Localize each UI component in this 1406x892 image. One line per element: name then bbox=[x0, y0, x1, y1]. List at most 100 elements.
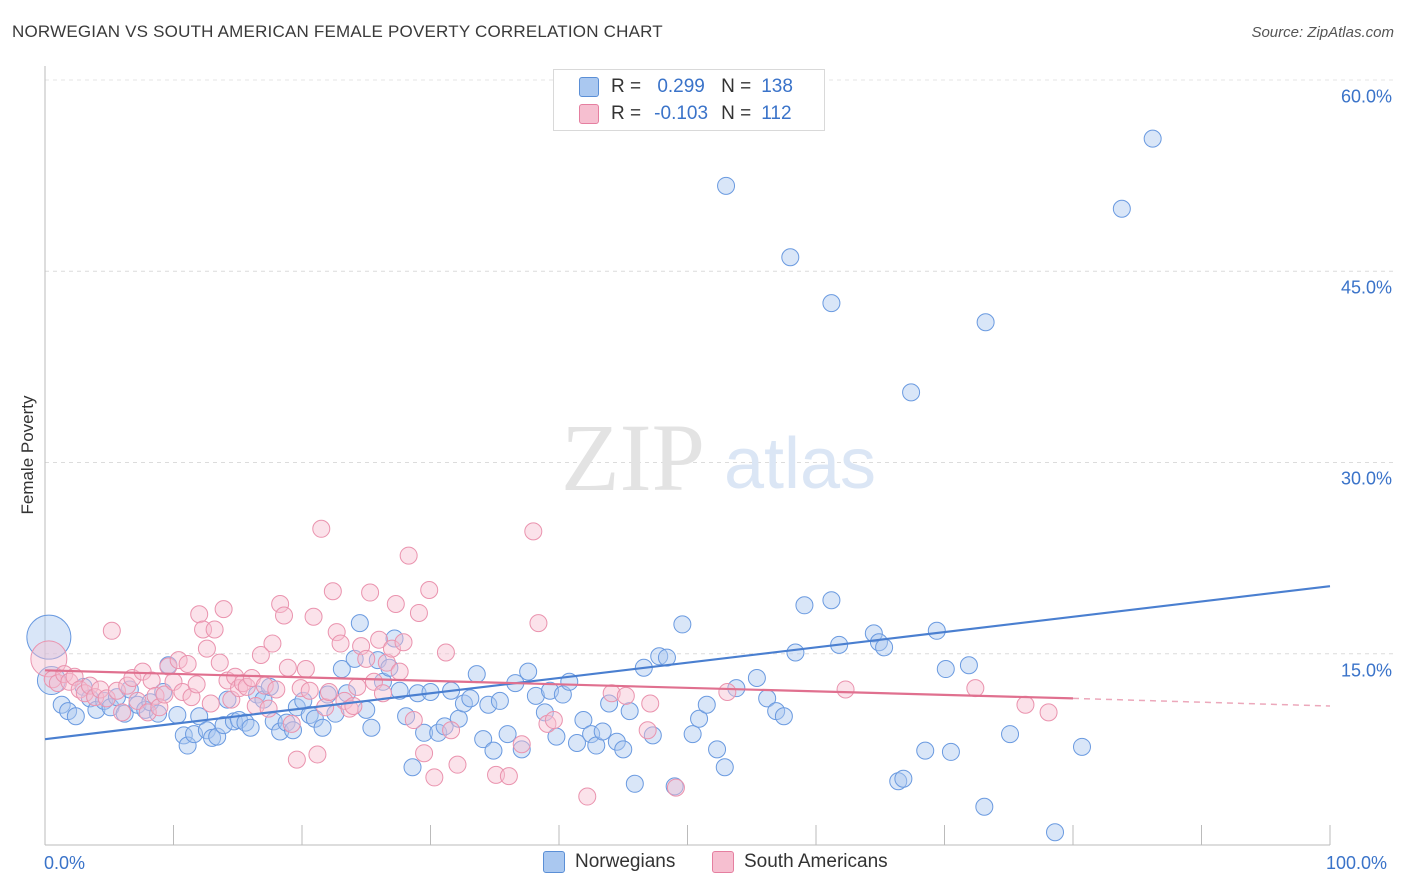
point-south-americans bbox=[331, 634, 350, 653]
point-norwegians bbox=[519, 662, 538, 681]
point-norwegians bbox=[498, 725, 517, 744]
point-norwegians bbox=[403, 758, 422, 777]
legend-r-label: R = bbox=[611, 103, 642, 124]
point-norwegians bbox=[593, 722, 612, 741]
point-south-americans bbox=[399, 546, 418, 565]
point-south-americans bbox=[544, 711, 563, 730]
point-south-americans bbox=[296, 660, 315, 679]
point-south-americans bbox=[616, 686, 635, 705]
point-south-americans bbox=[425, 768, 444, 787]
y-tick-label-15: 15.0% bbox=[1340, 660, 1392, 681]
point-norwegians bbox=[1143, 129, 1162, 148]
point-norwegians bbox=[864, 624, 883, 643]
series-swatch-norwegians bbox=[543, 851, 565, 873]
point-norwegians bbox=[889, 772, 908, 791]
legend-r-value: -0.103 bbox=[654, 103, 709, 124]
point-norwegians bbox=[781, 248, 800, 267]
point-south-americans bbox=[442, 721, 461, 740]
point-norwegians bbox=[1001, 725, 1020, 744]
point-south-americans bbox=[205, 620, 224, 639]
point-south-americans bbox=[409, 603, 428, 622]
point-south-americans bbox=[1016, 695, 1035, 714]
point-south-americans bbox=[578, 787, 597, 806]
point-south-americans bbox=[638, 721, 657, 740]
point-south-americans bbox=[394, 633, 413, 652]
point-south-americans bbox=[327, 623, 346, 642]
x-tick-label-max: 100.0% bbox=[1326, 853, 1388, 873]
point-south-americans bbox=[404, 711, 423, 730]
watermark-zip: ZIP bbox=[561, 404, 705, 511]
point-south-americans bbox=[278, 658, 297, 677]
point-south-americans bbox=[641, 694, 660, 713]
point-norwegians bbox=[614, 740, 633, 759]
point-norwegians bbox=[385, 629, 404, 648]
correlation-legend: R = 0.299 N = 138 R = -0.103 N = 112 bbox=[553, 69, 825, 131]
point-norwegians bbox=[959, 656, 978, 675]
point-south-americans bbox=[718, 683, 737, 701]
point-norwegians bbox=[178, 736, 197, 755]
series-legend-norwegians[interactable]: Norwegians bbox=[543, 851, 675, 873]
point-south-americans bbox=[836, 680, 855, 699]
point-norwegians bbox=[673, 615, 692, 634]
point-norwegians bbox=[168, 705, 187, 724]
point-norwegians bbox=[795, 596, 814, 615]
point-south-americans bbox=[107, 681, 126, 700]
point-norwegians bbox=[362, 718, 381, 737]
point-norwegians bbox=[869, 633, 888, 652]
watermark-atlas: atlas bbox=[724, 424, 876, 504]
point-norwegians bbox=[717, 176, 736, 195]
y-tick-label-60: 60.0% bbox=[1340, 86, 1392, 107]
point-norwegians bbox=[875, 638, 894, 657]
point-norwegians bbox=[976, 313, 995, 332]
point-south-americans bbox=[357, 649, 376, 668]
source-credit: Source: ZipAtlas.com bbox=[1251, 24, 1394, 41]
point-norwegians bbox=[1112, 199, 1131, 218]
point-norwegians bbox=[574, 711, 593, 730]
point-south-americans bbox=[487, 765, 506, 784]
point-south-americans bbox=[300, 681, 319, 700]
point-south-americans bbox=[319, 683, 338, 701]
point-south-americans bbox=[323, 582, 342, 601]
point-south-americans bbox=[512, 735, 531, 754]
point-south-americans bbox=[344, 697, 363, 716]
series-legend: Norwegians South Americans bbox=[0, 851, 1406, 877]
legend-n-label: N = bbox=[721, 76, 752, 97]
point-south-americans bbox=[155, 685, 174, 704]
point-norwegians bbox=[313, 718, 332, 737]
point-south-americans bbox=[173, 683, 192, 701]
point-norwegians bbox=[625, 774, 644, 793]
point-norwegians bbox=[582, 725, 601, 744]
point-norwegians bbox=[665, 777, 684, 796]
point-norwegians bbox=[526, 686, 545, 705]
point-norwegians bbox=[535, 703, 554, 722]
point-norwegians bbox=[715, 758, 734, 777]
point-south-americans bbox=[169, 651, 188, 670]
point-norwegians bbox=[916, 741, 935, 760]
point-south-americans bbox=[190, 605, 209, 624]
point-south-americans bbox=[1039, 703, 1058, 722]
point-south-americans bbox=[420, 581, 439, 599]
point-south-americans bbox=[48, 674, 67, 693]
point-norwegians bbox=[936, 660, 955, 679]
point-south-americans bbox=[128, 691, 147, 710]
point-south-americans bbox=[308, 745, 327, 764]
point-south-americans bbox=[263, 634, 282, 653]
point-norwegians bbox=[643, 726, 662, 745]
point-norwegians bbox=[607, 732, 626, 751]
point-norwegians bbox=[218, 690, 237, 709]
point-south-americans bbox=[259, 699, 278, 718]
point-norwegians bbox=[567, 734, 586, 752]
point-norwegians bbox=[902, 383, 921, 402]
point-south-americans bbox=[382, 639, 401, 658]
point-south-americans bbox=[97, 689, 116, 708]
point-south-americans bbox=[214, 600, 233, 619]
point-south-americans bbox=[178, 654, 197, 673]
point-norwegians bbox=[894, 769, 913, 788]
series-legend-south-americans[interactable]: South Americans bbox=[712, 851, 888, 873]
point-south-americans bbox=[529, 614, 548, 633]
series-label-south-americans: South Americans bbox=[744, 851, 888, 872]
point-south-americans bbox=[60, 672, 79, 691]
point-south-americans bbox=[187, 675, 206, 694]
legend-r-value: 0.299 bbox=[657, 76, 705, 97]
